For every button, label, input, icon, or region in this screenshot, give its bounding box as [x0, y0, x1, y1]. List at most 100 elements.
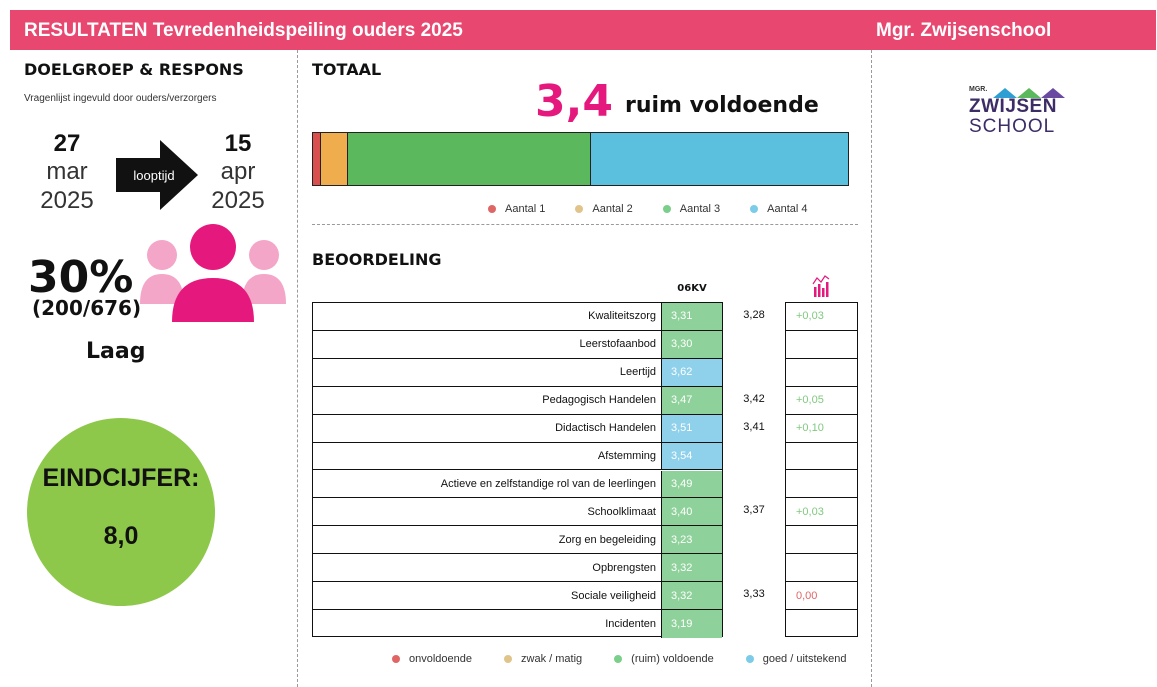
row-label: Schoolklimaat — [587, 505, 656, 518]
row-label: Afstemming — [597, 450, 656, 463]
row-score: 3,32 — [661, 554, 722, 582]
legend-label: zwak / matig — [521, 653, 583, 665]
legend-item: Aantal 4 — [750, 203, 808, 215]
legend-label: Aantal 3 — [679, 203, 721, 215]
total-score: 3,4 — [535, 76, 613, 127]
bar-segment-2 — [321, 133, 348, 185]
start-month: mar — [46, 158, 88, 186]
table-row: Leertijd 3,62 — [313, 358, 722, 387]
legend-label: (ruim) voldoende — [631, 653, 714, 665]
legend-dot-icon — [614, 655, 623, 663]
legend-dot-icon — [750, 205, 759, 213]
bar-segment-3 — [347, 133, 592, 185]
legend-dot-icon — [662, 205, 671, 213]
eindcijfer-value: 8,0 — [103, 522, 139, 550]
row-score: 3,31 — [661, 303, 722, 330]
row-label: Didactisch Handelen — [555, 422, 656, 435]
row-score: 3,30 — [661, 330, 722, 358]
total-stacked-bar — [312, 132, 849, 186]
legend-item: Aantal 3 — [662, 203, 721, 215]
total-score-label: ruim voldoende — [625, 93, 819, 118]
bar-segment-1 — [313, 133, 322, 185]
school-name: Mgr. Zwijsenschool — [876, 20, 1052, 41]
response-percentage: 30% — [28, 252, 134, 303]
legend-item: Aantal 2 — [575, 203, 633, 215]
end-month: apr — [220, 158, 256, 186]
row-score: 3,40 — [661, 498, 722, 526]
row-previous-score: 3,41 — [743, 420, 765, 433]
doelgroep-subtitle: Vragenlijst ingevuld door ouders/verzorg… — [24, 93, 217, 104]
response-fraction: (200/676) — [32, 296, 142, 320]
end-day: 15 — [224, 130, 252, 157]
table-row: Schoolklimaat 3,40 — [313, 498, 722, 527]
row-label: Actieve en zelfstandige rol van de leerl… — [440, 477, 656, 490]
row-label: Leerstofaanbod — [579, 338, 656, 351]
table-row: Afstemming 3,54 — [313, 442, 722, 471]
eindcijfer-label: EINDCIJFER: — [42, 464, 200, 492]
row-difference — [786, 443, 857, 471]
legend-label: Aantal 1 — [505, 203, 546, 215]
looptijd-label: looptijd — [133, 168, 174, 183]
table-row: Didactisch Handelen 3,51 — [313, 414, 722, 443]
row-difference — [786, 610, 857, 638]
row-difference: 0,00 — [786, 582, 857, 611]
header-banner: RESULTATEN Tevredenheidspeiling ouders 2… — [10, 10, 1156, 50]
row-difference — [786, 554, 857, 583]
table-row: Pedagogisch Handelen 3,47 — [313, 386, 722, 415]
start-date: 27 mar 2025 — [22, 130, 112, 215]
logo-sub-text: SCHOOL — [969, 116, 1056, 137]
row-label: Incidenten — [605, 618, 656, 631]
start-year: 2025 — [40, 186, 94, 214]
beoordeling-table: Kwaliteitszorg 3,31 Leerstofaanbod 3,30 Leer… — [312, 302, 723, 638]
legend-label: Aantal 4 — [767, 203, 808, 215]
trend-chart-icon — [812, 275, 830, 297]
beoordeling-title: BEOORDELING — [312, 250, 442, 269]
row-difference: +0,03 — [786, 498, 857, 527]
row-score: 3,19 — [661, 610, 722, 638]
beoordeling-legend: onvoldoende zwak / matig (ruim) voldoende g… — [392, 653, 847, 665]
table-row: Sociale veiligheid 3,32 — [313, 582, 722, 611]
people-group-icon — [140, 224, 286, 322]
start-day: 27 — [53, 130, 81, 157]
row-label: Sociale veiligheid — [571, 589, 656, 602]
bar-segment-4 — [591, 133, 848, 185]
legend-label: Aantal 2 — [592, 203, 633, 215]
row-score: 3,51 — [661, 414, 722, 442]
row-difference — [786, 331, 857, 359]
row-difference: +0,10 — [786, 415, 857, 443]
difference-table: +0,03 +0,05 +0,10 +0,03 0,00 — [785, 302, 858, 637]
legend-item: (ruim) voldoende — [614, 653, 714, 665]
legend-label: onvoldoende — [409, 653, 473, 665]
legend-dot-icon — [504, 655, 513, 663]
column-divider-left — [297, 50, 298, 687]
row-previous-score: 3,42 — [743, 392, 765, 405]
row-label: Opbrengsten — [592, 561, 656, 574]
section-separator — [312, 224, 858, 225]
legend-item: zwak / matig — [504, 653, 582, 665]
totaal-title: TOTAAL — [312, 60, 382, 79]
legend-dot-icon — [392, 655, 400, 663]
table-row: Incidenten 3,19 — [313, 610, 722, 638]
row-previous-score: 3,37 — [743, 504, 765, 517]
legend-label: goed / uitstekend — [762, 653, 847, 665]
totaal-legend: Aantal 1 Aantal 2 Aantal 3 Aantal 4 — [488, 203, 808, 215]
row-difference — [786, 471, 857, 499]
row-score: 3,47 — [661, 386, 722, 414]
table-row: Zorg en begeleiding 3,23 — [313, 526, 722, 555]
column-header-06kv: 06KV — [677, 283, 707, 294]
legend-dot-icon — [745, 655, 754, 663]
end-year: 2025 — [211, 186, 265, 214]
row-label: Leertijd — [619, 366, 656, 379]
row-score: 3,23 — [661, 526, 722, 554]
looptijd-arrow-icon: looptijd — [116, 140, 198, 210]
row-label: Kwaliteitszorg — [588, 310, 656, 323]
table-row: Opbrengsten 3,32 — [313, 554, 722, 583]
row-difference — [786, 526, 857, 555]
legend-item: goed / uitstekend — [745, 653, 847, 665]
table-row: Leerstofaanbod 3,30 — [313, 330, 722, 359]
end-date: 15 apr 2025 — [193, 130, 283, 215]
row-score: 3,54 — [661, 442, 722, 470]
table-row: Kwaliteitszorg 3,31 — [313, 303, 722, 331]
row-label: Pedagogisch Handelen — [542, 394, 656, 407]
legend-dot-icon — [488, 205, 496, 213]
